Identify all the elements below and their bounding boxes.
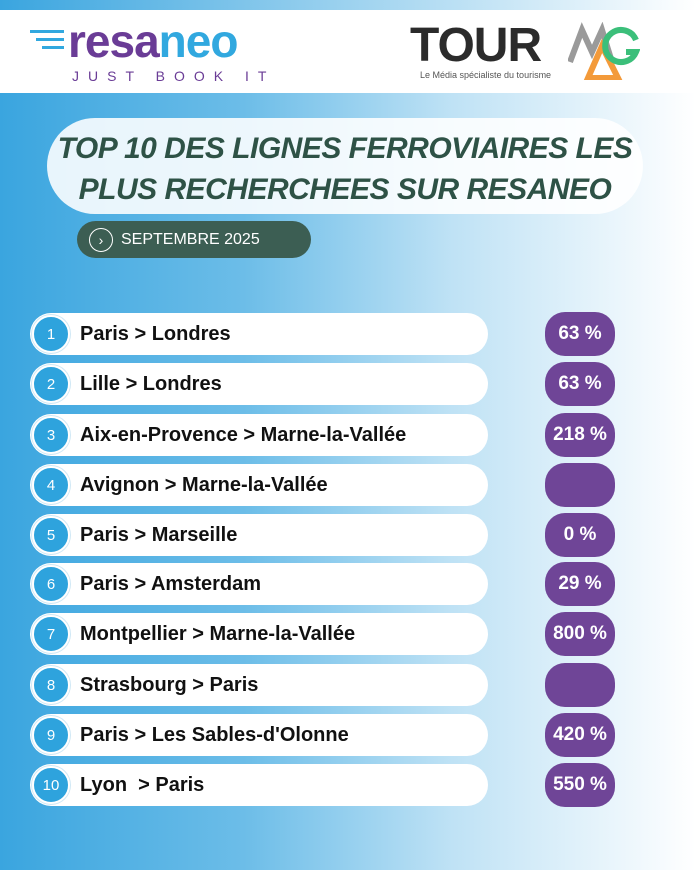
- rank-number: 8: [32, 666, 70, 704]
- rank-number: 2: [32, 365, 70, 403]
- period-text: SEPTEMBRE 2025: [121, 230, 260, 248]
- change-badge: [545, 663, 615, 707]
- top-strip: [0, 0, 696, 10]
- change-badge: 550 %: [545, 763, 615, 807]
- ranking-row: 4 Avignon > Marne-la-Vallée: [30, 464, 488, 506]
- route-name: Lille > Londres: [80, 373, 222, 395]
- route-name: Avignon > Marne-la-Vallée: [80, 474, 328, 496]
- change-badge: 29 %: [545, 562, 615, 606]
- rank-number: 10: [32, 766, 70, 804]
- route-name: Lyon > Paris: [80, 774, 205, 796]
- rank-number: 3: [32, 416, 70, 454]
- ranking-row: 10 Lyon > Paris: [30, 764, 488, 806]
- resaneo-tagline: JUST BOOK IT: [72, 68, 276, 84]
- ranking-row: 7 Montpellier > Marne-la-Vallée: [30, 613, 488, 655]
- route-name: Paris > Londres: [80, 323, 231, 345]
- change-badge: 800 %: [545, 612, 615, 656]
- change-badge: 63 %: [545, 362, 615, 406]
- ranking-row: 8 Strasbourg > Paris: [30, 664, 488, 706]
- rank-number: 9: [32, 716, 70, 754]
- route-name: Aix-en-Provence > Marne-la-Vallée: [80, 424, 407, 446]
- rank-number: 4: [32, 466, 70, 504]
- title-line-2: PLUS RECHERCHEES SUR RESANEO: [78, 173, 612, 206]
- header: [0, 10, 696, 93]
- change-badge: 63 %: [545, 312, 615, 356]
- period-label: › SEPTEMBRE 2025: [77, 221, 311, 258]
- title-line-1: TOP 10 DES LIGNES FERROVIAIRES LES: [57, 132, 633, 165]
- tourmag-logo-word: TOUR: [410, 19, 542, 72]
- change-badge: [545, 463, 615, 507]
- speed-lines-icon: [30, 30, 64, 54]
- rank-number: 7: [32, 615, 70, 653]
- tourmag-tagline: Le Média spécialiste du tourisme: [420, 70, 552, 80]
- resaneo-logo-part1: resa: [68, 15, 160, 67]
- rank-number: 5: [32, 516, 70, 554]
- tourmag-logo: TOUR Le Média spécialiste du tourisme: [410, 19, 640, 80]
- resaneo-logo-part2: neo: [158, 15, 239, 67]
- route-name: Paris > Marseille: [80, 524, 238, 546]
- change-badge: 218 %: [545, 413, 615, 457]
- route-name: Strasbourg > Paris: [80, 674, 259, 696]
- chevron-right-icon: ›: [89, 227, 113, 252]
- change-badge: 420 %: [545, 713, 615, 757]
- ranking-row: 1 Paris > Londres: [30, 313, 488, 355]
- ranking-row: 5 Paris > Marseille: [30, 514, 488, 556]
- change-badge: 0 %: [545, 513, 615, 557]
- tourmag-mag-icon: [568, 22, 640, 80]
- ranking-row: 6 Paris > Amsterdam: [30, 563, 488, 605]
- route-name: Montpellier > Marne-la-Vallée: [80, 623, 356, 645]
- route-name: Paris > Amsterdam: [80, 573, 262, 595]
- ranking-row: 2 Lille > Londres: [30, 363, 488, 405]
- ranking-row: 3 Aix-en-Provence > Marne-la-Vallée: [30, 414, 488, 456]
- ranking-row: 9 Paris > Les Sables-d'Olonne: [30, 714, 488, 756]
- rank-number: 1: [32, 315, 70, 353]
- route-name: Paris > Les Sables-d'Olonne: [80, 724, 349, 746]
- rank-number: 6: [32, 565, 70, 603]
- page-title: TOP 10 DES LIGNES FERROVIAIRES LES PLUS …: [47, 118, 643, 214]
